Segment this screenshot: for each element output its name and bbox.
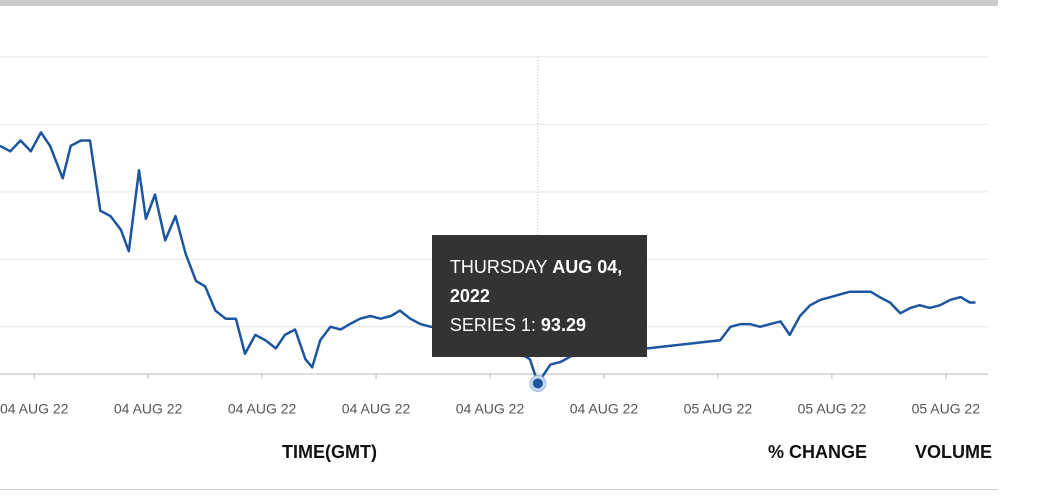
x-tick-label: 04 AUG 22 (0, 401, 69, 417)
table-rule (0, 489, 998, 490)
x-tick-label: 04 AUG 22 (114, 401, 183, 417)
chart: 04 AUG 22 04 AUG 22 04 AUG 22 04 AUG 22 04 A… (0, 56, 988, 417)
x-tick-label: 04 AUG 22 (228, 401, 297, 417)
tooltip-label: SERIES 1: (449, 315, 536, 336)
column-header[interactable]: % CHANGE (768, 442, 868, 462)
column-header[interactable]: VOLUME (915, 442, 993, 462)
tooltip-date: AUG 04, 2022 (449, 257, 623, 307)
x-tick-label: 05 AUG 22 (912, 401, 981, 417)
x-tick-label: 05 AUG 22 (798, 401, 867, 417)
top-bar (0, 0, 998, 6)
tooltip-day: THURSDAY (449, 257, 548, 278)
column-header[interactable]: TIME(GMT) (282, 442, 377, 462)
tooltip: THURSDAY AUG 04, 2022 SERIES 1: 93.29 (431, 235, 647, 358)
tooltip-value: 93.29 (540, 315, 586, 336)
hover-point (532, 378, 543, 389)
x-tick-label: 04 AUG 22 (570, 401, 639, 417)
line (0, 131, 976, 385)
x-tick-label: 04 AUG 22 (456, 401, 525, 417)
x-tick-label: 04 AUG 22 (342, 401, 411, 417)
x-tick-label: 05 AUG 22 (684, 401, 753, 417)
